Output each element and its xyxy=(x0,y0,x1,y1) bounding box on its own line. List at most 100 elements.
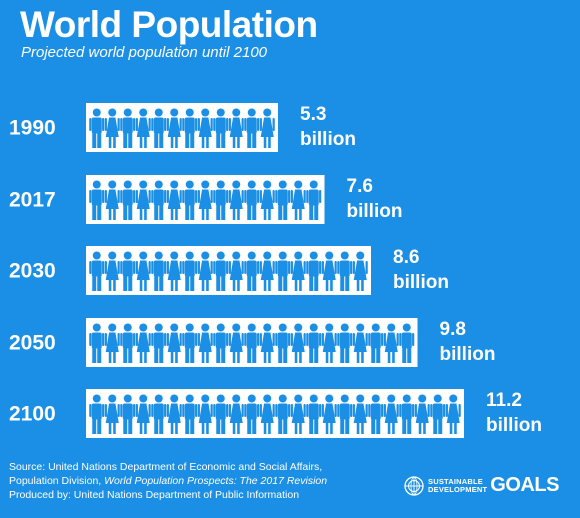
man-icon xyxy=(306,323,322,363)
man-icon xyxy=(213,108,229,148)
man-icon xyxy=(213,251,229,291)
woman-icon xyxy=(197,323,213,363)
value-label: 8.6 xyxy=(393,247,419,268)
man-icon xyxy=(275,251,291,291)
page-title: World Population xyxy=(20,4,318,45)
man-icon xyxy=(430,394,446,434)
value-label: 7.6 xyxy=(347,176,373,197)
woman-icon xyxy=(197,108,213,148)
man-icon xyxy=(244,323,260,363)
man-icon xyxy=(120,394,136,434)
un-emblem-icon xyxy=(404,475,424,496)
year-label: 2030 xyxy=(9,260,56,283)
woman-icon xyxy=(135,323,151,363)
woman-icon xyxy=(352,323,368,363)
woman-icon xyxy=(228,180,244,220)
woman-icon xyxy=(352,394,368,434)
man-icon xyxy=(337,394,353,434)
year-label: 2100 xyxy=(9,403,56,426)
woman-icon xyxy=(104,394,120,434)
man-icon xyxy=(89,394,105,434)
man-icon xyxy=(89,251,105,291)
man-icon xyxy=(151,180,167,220)
man-icon xyxy=(89,180,105,220)
man-icon xyxy=(182,180,198,220)
woman-icon xyxy=(383,323,399,363)
woman-icon xyxy=(352,251,368,291)
woman-icon xyxy=(166,180,182,220)
page-subtitle: Projected world population until 2100 xyxy=(21,44,267,61)
man-icon xyxy=(151,108,167,148)
woman-icon xyxy=(259,108,275,148)
man-icon xyxy=(275,323,291,363)
sdg-text-line1: SUSTAINABLE xyxy=(428,476,483,486)
man-icon xyxy=(151,251,167,291)
sdg-text: SUSTAINABLE DEVELOPMENT xyxy=(428,476,488,494)
woman-icon xyxy=(197,251,213,291)
woman-icon xyxy=(414,394,430,434)
people-icon-row xyxy=(89,394,461,434)
man-icon xyxy=(244,251,260,291)
value-label: 5.3 xyxy=(300,104,326,125)
man-icon xyxy=(244,394,260,434)
woman-icon xyxy=(104,251,120,291)
source-line-1: Source: United Nations Department of Eco… xyxy=(9,461,323,473)
value-label: 9.8 xyxy=(440,319,466,340)
source-line-3: Produced by: United Nations Department o… xyxy=(9,489,300,501)
man-icon xyxy=(151,394,167,434)
woman-icon xyxy=(290,323,306,363)
man-icon xyxy=(368,323,384,363)
man-icon xyxy=(337,251,353,291)
man-icon xyxy=(182,251,198,291)
woman-icon xyxy=(321,251,337,291)
man-icon xyxy=(275,180,291,220)
sdg-logo: SUSTAINABLE DEVELOPMENT GOALS xyxy=(404,474,559,497)
man-icon xyxy=(89,108,105,148)
woman-icon xyxy=(135,394,151,434)
man-icon xyxy=(213,180,229,220)
woman-icon xyxy=(259,394,275,434)
woman-icon xyxy=(259,251,275,291)
sdg-text-line2: DEVELOPMENT xyxy=(428,484,488,494)
man-icon xyxy=(151,323,167,363)
value-unit-label: billion xyxy=(440,344,496,365)
woman-icon xyxy=(135,251,151,291)
woman-icon xyxy=(228,323,244,363)
woman-icon xyxy=(228,108,244,148)
people-icon-row xyxy=(89,180,322,220)
woman-icon xyxy=(166,108,182,148)
woman-icon xyxy=(135,180,151,220)
value-unit-label: billion xyxy=(300,129,356,150)
woman-icon xyxy=(290,180,306,220)
man-icon xyxy=(120,251,136,291)
man-icon xyxy=(182,108,198,148)
woman-icon xyxy=(104,108,120,148)
value-unit-label: billion xyxy=(486,415,542,436)
people-icon-row xyxy=(89,108,275,148)
year-label: 1990 xyxy=(9,117,56,140)
man-icon xyxy=(182,394,198,434)
man-icon xyxy=(244,108,260,148)
year-label: 2050 xyxy=(9,332,56,355)
woman-icon xyxy=(259,323,275,363)
man-icon xyxy=(275,394,291,434)
woman-icon xyxy=(383,394,399,434)
people-icon-row xyxy=(89,251,368,291)
man-icon xyxy=(89,323,105,363)
man-icon xyxy=(306,394,322,434)
woman-icon xyxy=(166,323,182,363)
woman-icon xyxy=(104,323,120,363)
woman-icon xyxy=(197,394,213,434)
people-icon-row xyxy=(89,323,415,363)
woman-icon xyxy=(197,180,213,220)
woman-icon xyxy=(104,180,120,220)
source-line-2: Population Division, World Population Pr… xyxy=(9,474,327,488)
year-label: 2017 xyxy=(9,189,56,212)
man-icon xyxy=(120,180,136,220)
woman-icon xyxy=(166,394,182,434)
man-icon xyxy=(182,323,198,363)
man-icon xyxy=(306,180,322,220)
source-line-2-prefix: Population Division, xyxy=(9,475,105,487)
sdg-goals-text: GOALS xyxy=(490,474,559,496)
woman-icon xyxy=(290,251,306,291)
